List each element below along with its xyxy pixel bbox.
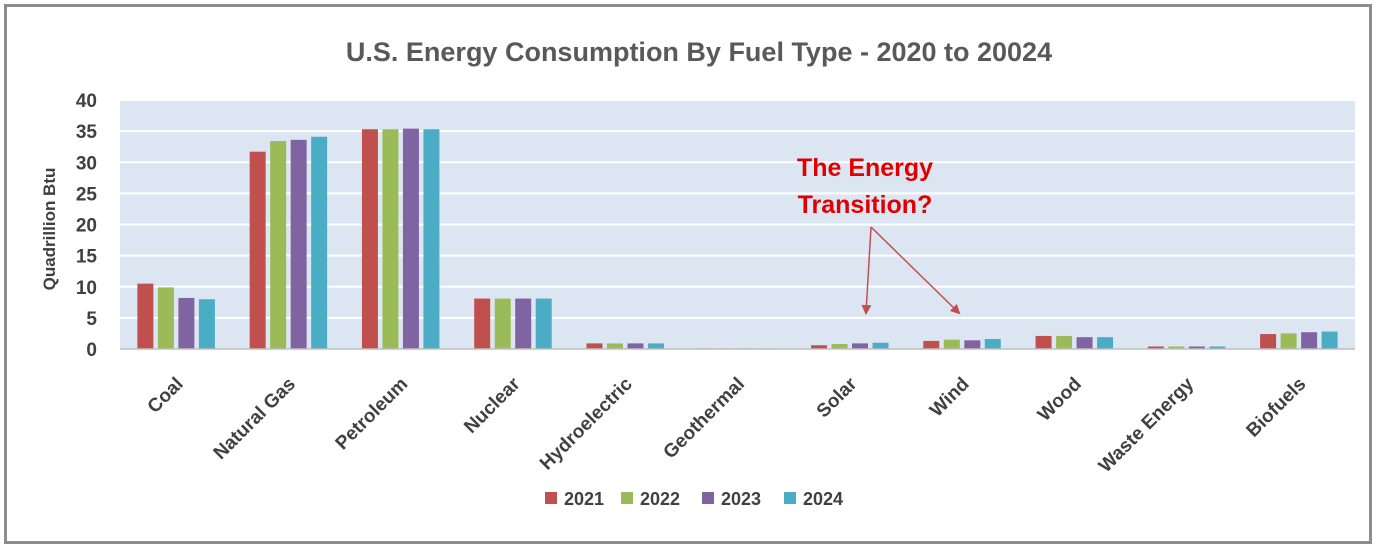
x-category-label: Wood	[1034, 374, 1086, 426]
bar-2024-natural-gas	[311, 136, 328, 349]
x-category-label: Wind	[926, 374, 974, 422]
chart-title: U.S. Energy Consumption By Fuel Type - 2…	[346, 37, 1052, 67]
bar-2021-solar	[811, 345, 828, 349]
chart-svg: U.S. Energy Consumption By Fuel Type - 2…	[40, 37, 1355, 509]
bar-2022-coal	[157, 287, 174, 349]
chart-frame: U.S. Energy Consumption By Fuel Type - 2…	[4, 4, 1372, 544]
y-tick-label: 10	[76, 278, 97, 299]
bar-2022-solar	[831, 344, 848, 349]
legend-label: 2024	[803, 489, 843, 509]
y-tick-label: 20	[76, 216, 97, 237]
annotation-line-1: The Energy	[797, 154, 933, 182]
bar-2023-solar	[852, 343, 869, 349]
bar-2023-natural-gas	[290, 139, 307, 349]
annotation-line-2: Transition?	[798, 191, 933, 219]
bar-2022-wind	[943, 339, 960, 349]
legend: 2021 2022 2023 2024	[545, 489, 843, 509]
bar-2023-wind	[964, 340, 981, 349]
x-category-label: Petroleum	[332, 374, 413, 455]
bar-2024-wind	[984, 339, 1001, 349]
bar-2024-hydroelectric	[647, 343, 664, 349]
bar-2024-wood	[1097, 337, 1114, 349]
bar-2022-nuclear	[494, 298, 511, 349]
bar-2023-petroleum	[402, 128, 419, 349]
bar-2023-coal	[178, 297, 195, 349]
x-category-label: Natural Gas	[210, 374, 300, 464]
bar-2024-petroleum	[423, 129, 440, 349]
y-tick-label: 35	[76, 122, 98, 143]
annotation-arrow	[861, 226, 872, 315]
bar-2023-waste-energy	[1188, 346, 1205, 349]
y-axis-ticks: 0 5 10 15 20 25 30 35 40	[76, 91, 98, 361]
bar-2023-nuclear	[515, 298, 532, 349]
bar-2023-wood	[1076, 337, 1093, 349]
bar-2021-petroleum	[361, 129, 378, 349]
bar-2022-hydroelectric	[606, 343, 623, 349]
bar-2021-coal	[137, 283, 154, 349]
bar-2022-natural-gas	[270, 141, 287, 349]
legend-label: 2022	[640, 489, 680, 509]
y-tick-label: 5	[86, 309, 97, 330]
bar-2021-wind	[923, 340, 940, 349]
bar-2022-wood	[1056, 335, 1073, 349]
bar-2021-natural-gas	[249, 151, 266, 349]
bars	[137, 128, 1338, 349]
bar-2021-hydroelectric	[586, 343, 603, 349]
x-category-label: Nuclear	[460, 373, 525, 438]
bar-2024-waste-energy	[1209, 346, 1226, 349]
x-category-label: Biofuels	[1243, 374, 1311, 442]
x-category-label: Waste Energy	[1095, 373, 1199, 477]
bar-2024-nuclear	[535, 298, 552, 349]
legend-swatch	[702, 492, 714, 504]
legend-swatch	[621, 492, 633, 504]
y-tick-label: 30	[76, 153, 97, 174]
legend-label: 2023	[721, 489, 761, 509]
bar-2023-biofuels	[1301, 332, 1318, 349]
annotation-arrows	[861, 226, 961, 315]
bar-2021-nuclear	[474, 298, 491, 349]
x-category-label: Solar	[813, 373, 862, 422]
bar-2022-petroleum	[382, 129, 399, 349]
x-category-label: Hydroelectric	[536, 373, 637, 474]
y-tick-label: 0	[86, 340, 97, 361]
bar-2024-solar	[872, 342, 889, 349]
legend-label: 2021	[564, 489, 604, 509]
annotation-arrow	[870, 226, 961, 315]
bar-2021-waste-energy	[1147, 346, 1164, 349]
x-axis-categories: Coal Natural Gas Petroleum Nuclear Hydroelec…	[144, 373, 1311, 477]
bar-2023-hydroelectric	[627, 343, 644, 349]
legend-swatch	[784, 492, 796, 504]
legend-swatch	[545, 492, 557, 504]
bar-2022-waste-energy	[1168, 346, 1185, 349]
bar-2024-coal	[198, 299, 215, 349]
x-category-label: Coal	[144, 374, 188, 418]
y-tick-label: 40	[76, 91, 97, 112]
y-tick-label: 15	[76, 247, 98, 268]
y-axis-label: Quadrillion Btu	[40, 168, 59, 291]
bar-2022-biofuels	[1280, 333, 1297, 349]
annotation: The Energy Transition?	[797, 154, 933, 219]
bar-2024-biofuels	[1321, 331, 1338, 349]
y-tick-label: 25	[76, 184, 98, 205]
bar-2021-biofuels	[1260, 334, 1277, 349]
x-category-label: Geothermal	[660, 374, 750, 464]
bar-2021-wood	[1035, 335, 1052, 349]
